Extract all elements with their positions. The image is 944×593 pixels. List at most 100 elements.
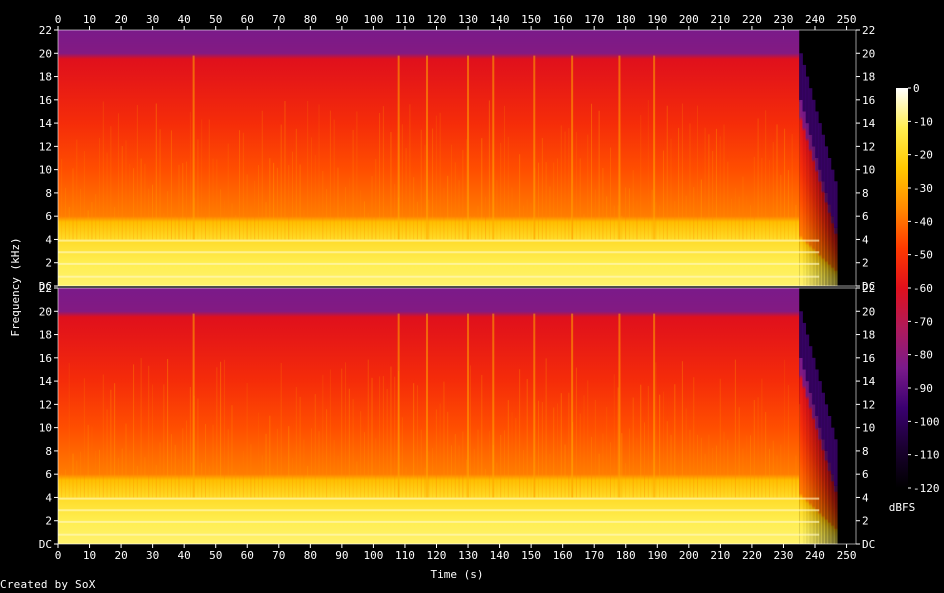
channel-2-texture-line — [659, 394, 661, 498]
channel-1-texture-line — [136, 105, 138, 240]
channel-1-texture-line — [231, 203, 233, 240]
x-tick-label-top: 20 — [114, 13, 127, 26]
channel-2-texture-line — [799, 404, 801, 498]
channel-2-texture-line — [526, 379, 528, 498]
channel-1-texture-line — [106, 152, 108, 240]
channel-2-texture-line — [530, 457, 532, 498]
channel-1-texture-line — [254, 180, 256, 240]
channel-1-texture-line — [284, 100, 286, 240]
channel-2-texture-line — [485, 469, 487, 498]
channel-1-fade-haze — [833, 181, 838, 228]
channel-1-fade-haze — [811, 99, 816, 147]
y-tick-label-left: 18 — [39, 71, 52, 84]
channel-1-texture-line — [416, 201, 418, 240]
channel-1-texture-line — [632, 170, 634, 240]
x-tick-label-bottom: 110 — [395, 549, 415, 562]
x-tick-label-top: 100 — [363, 13, 383, 26]
y-tick-label-left: 20 — [39, 47, 52, 60]
channel-1-texture-line — [742, 176, 744, 240]
x-tick-label-top: 160 — [553, 13, 573, 26]
channel-1-texture-line — [269, 158, 271, 240]
channel-1-texture-line — [398, 197, 400, 240]
channel-2-texture-line — [284, 455, 286, 498]
x-axis-title: Time (s) — [431, 568, 484, 581]
channel-2-texture-line — [212, 424, 214, 498]
channel-1-texture-line — [481, 138, 483, 240]
x-tick-label-bottom: 190 — [647, 549, 667, 562]
channel-1-fade-slice — [811, 146, 816, 286]
x-tick-label-top: 150 — [521, 13, 541, 26]
channel-2-texture-line — [375, 438, 377, 498]
channel-1-texture-line — [473, 215, 475, 240]
y-tick-label-left: 22 — [39, 282, 52, 295]
colorbar-tick-label: -30 — [913, 182, 933, 195]
channel-2-texture-line — [174, 444, 176, 498]
channel-2-harmonic-band — [58, 509, 820, 512]
channel-1-texture-line — [515, 209, 517, 240]
channel-2-texture-line — [496, 462, 498, 498]
channel-1-fade-haze — [805, 76, 810, 124]
channel-2-texture-line — [750, 435, 752, 498]
channel-2-texture-line — [761, 378, 763, 498]
channel-1-texture-line — [689, 123, 691, 240]
channel-2-texture-line — [95, 450, 97, 498]
channel-2-texture-line — [628, 428, 630, 498]
channel-2-texture-line — [348, 388, 350, 498]
channel-1-texture-line — [235, 215, 237, 240]
channel-1-texture-line — [299, 164, 301, 240]
channel-2-texture-line — [742, 448, 744, 498]
y-tick-label-right: 16 — [862, 94, 875, 107]
channel-1-texture-line — [500, 142, 502, 240]
channel-2-texture-line — [579, 413, 581, 498]
colorbar-tick-label: -110 — [913, 449, 940, 462]
channel-2-harmonic-band — [58, 533, 820, 536]
channel-2-texture-line — [795, 455, 797, 498]
colorbar-tick-label: -20 — [913, 149, 933, 162]
channel-2-texture-line — [556, 403, 558, 498]
channel-2-texture-line — [170, 434, 172, 498]
channel-2-texture-line — [363, 432, 365, 498]
colorbar-tick-label: -50 — [913, 249, 933, 262]
y-tick-label-left: 10 — [39, 164, 52, 177]
channel-1-texture-line — [621, 215, 623, 240]
channel-1-texture-line — [772, 142, 774, 240]
channel-1-texture-line — [659, 205, 661, 240]
channel-2-texture-line — [469, 365, 471, 498]
channel-1-texture-line — [503, 105, 505, 240]
channel-2-texture-line — [231, 405, 233, 498]
channel-1-fade-haze — [799, 53, 803, 100]
channel-1-texture-line — [784, 128, 786, 240]
channel-1-transient — [533, 55, 536, 240]
channel-1-texture-line — [239, 130, 241, 240]
channel-1-texture-line — [223, 200, 225, 240]
channel-2-texture-line — [647, 385, 649, 498]
channel-2-texture-line — [356, 461, 358, 498]
channel-1-texture-line — [738, 196, 740, 240]
channel-1-texture-line — [367, 212, 369, 240]
channel-1-texture-line — [322, 170, 324, 240]
channel-1-transient — [192, 55, 195, 240]
channel-2-texture-line — [250, 444, 252, 498]
channel-2-texture-line — [307, 466, 309, 498]
channel-1-texture-line — [257, 165, 259, 240]
y-tick-label-right: 2 — [862, 257, 869, 270]
channel-1-texture-line — [189, 111, 191, 240]
channel-1-texture-line — [594, 189, 596, 240]
channel-1-texture-line — [700, 179, 702, 240]
channel-1-fade-slice — [827, 204, 832, 286]
channel-1-texture-line — [72, 168, 74, 240]
channel-2-texture-line — [727, 439, 729, 498]
channel-1-texture-line — [628, 188, 630, 240]
channel-2-texture-line — [458, 445, 460, 498]
channel-1-texture-line — [360, 190, 362, 240]
channel-2-texture-line — [549, 453, 551, 498]
channel-2-texture-line — [76, 460, 78, 498]
channel-2-texture-line — [110, 389, 112, 498]
y-tick-label-right: 16 — [862, 352, 875, 365]
channel-1-texture-line — [541, 137, 543, 240]
x-tick-label-bottom: 210 — [710, 549, 730, 562]
channel-2-texture-line — [522, 449, 524, 498]
channel-2-texture-line — [477, 429, 479, 498]
x-tick-label-bottom: 140 — [490, 549, 510, 562]
channel-2-fade-slice — [833, 485, 838, 544]
